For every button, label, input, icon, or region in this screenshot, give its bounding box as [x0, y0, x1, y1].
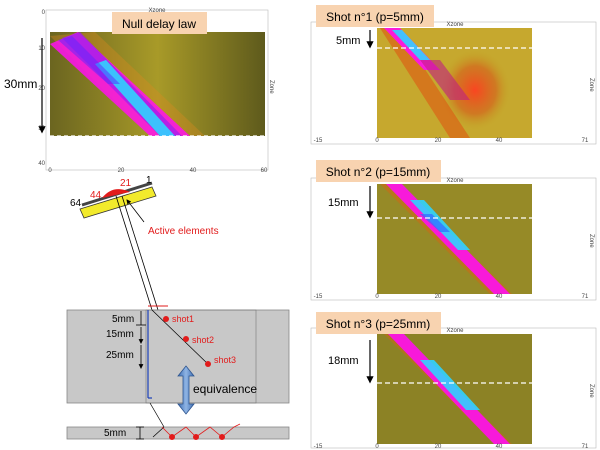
specimen-plate — [66, 309, 290, 404]
beam-line — [115, 195, 153, 311]
shot2-heatmap — [377, 184, 532, 294]
x-tick-label: 20 — [118, 168, 125, 174]
null-delay-zone-label: Zone — [268, 80, 274, 94]
depth-label-25mm: 25mm — [106, 350, 134, 361]
shot3-title-box — [316, 312, 441, 334]
shot1-x-ticks: -15 0 20 40 71 — [314, 138, 589, 144]
shot2-point — [183, 336, 189, 342]
shot3-title: Shot n°3 (p=25mm) — [326, 317, 431, 331]
shot3-depth-label: 18mm — [328, 355, 359, 367]
x-tick-label: 0 — [48, 168, 52, 174]
shot1-zone-label: Zone — [588, 78, 594, 92]
null-title-box — [112, 12, 207, 34]
shot2-title-box — [316, 160, 441, 182]
x-tick-label: -15 — [314, 138, 323, 144]
bounce-point — [219, 434, 225, 440]
null-delay-title: Null delay law — [122, 17, 196, 31]
x-tick-label: 40 — [496, 138, 503, 144]
shot3-point — [205, 361, 211, 367]
specimen-schematic: shot1 shot2 shot3 5mm 15mm 25mm equivale… — [66, 305, 290, 415]
element-end-label: 1 — [146, 175, 152, 186]
x-tick-label: 71 — [582, 138, 589, 144]
thin-plate-schematic: 5mm — [66, 402, 290, 440]
element-start-label: 64 — [70, 198, 82, 209]
shot2-label: shot2 — [192, 335, 214, 345]
x-tick-label: 40 — [496, 444, 503, 450]
y-tick-label: 0 — [42, 10, 46, 16]
equivalence-arrow — [177, 365, 195, 415]
shot2-zone-label: Zone — [588, 234, 594, 248]
x-tick-label: 0 — [375, 444, 379, 450]
active-callout-arrow — [126, 199, 145, 223]
shot1-depth-label: 5mm — [336, 35, 360, 47]
shot1-title: Shot n°1 (p=5mm) — [326, 10, 424, 24]
depth-label-15mm: 15mm — [106, 329, 134, 340]
active-elements-region — [102, 189, 130, 198]
shot1-title-box — [316, 5, 434, 27]
x-tick-label: -15 — [314, 294, 323, 300]
x-tick-label: 40 — [190, 168, 197, 174]
x-tick-label: 20 — [435, 444, 442, 450]
shot2-panel: Xzone Zone 15mm -15 0 20 40 71 Shot n°2 … — [310, 160, 597, 301]
null-depth-label: 30mm — [4, 77, 37, 91]
bottom-depth-label: 5mm — [104, 428, 126, 439]
shot1-point — [163, 316, 169, 322]
null-delay-x-ticks: 0 20 40 60 — [48, 168, 268, 174]
x-tick-label: 71 — [582, 294, 589, 300]
bounce-point — [193, 434, 199, 440]
x-tick-label: 20 — [435, 138, 442, 144]
beam-line — [121, 195, 159, 311]
shot1-label: shot1 — [172, 314, 194, 324]
shot1-xzone-label: Xzone — [446, 22, 464, 28]
shot3-x-ticks: -15 0 20 40 71 — [314, 444, 589, 450]
null-delay-heatmap — [50, 32, 265, 136]
depth-label-5mm: 5mm — [112, 314, 134, 325]
shot2-xzone-label: Xzone — [446, 178, 464, 184]
null-delay-xzone-label: Xzone — [148, 8, 166, 14]
shot1-panel: Xzone Zone 5mm -15 0 20 40 71 Shot n°1 (… — [310, 5, 597, 145]
null-delay-panel: Xzone Zone 0 20 40 60 0 10 20 30 40 30mm — [4, 8, 274, 174]
y-tick-label: 40 — [38, 161, 45, 167]
x-tick-label: -15 — [314, 444, 323, 450]
shot3-label: shot3 — [214, 355, 236, 365]
shot3-panel: Xzone Zone 18mm -15 0 20 40 71 Shot n°3 … — [310, 312, 597, 450]
x-tick-label: 20 — [435, 294, 442, 300]
shot3-zone-label: Zone — [588, 384, 594, 398]
shot2-depth-label: 15mm — [328, 197, 359, 209]
shot2-title: Shot n°2 (p=15mm) — [326, 165, 431, 179]
active-right-label: 21 — [120, 178, 132, 189]
x-tick-label: 71 — [582, 444, 589, 450]
x-tick-label: 40 — [496, 294, 503, 300]
bounce-point — [169, 434, 175, 440]
equivalence-label: equivalence — [193, 382, 257, 396]
x-tick-label: 0 — [375, 294, 379, 300]
shot3-xzone-label: Xzone — [446, 328, 464, 334]
x-tick-label: 0 — [375, 138, 379, 144]
refracted-beam — [151, 309, 211, 367]
active-left-label: 44 — [90, 190, 102, 201]
shot1-heatmap — [377, 28, 532, 138]
probe-diagram: 64 1 44 21 Active elements — [70, 175, 219, 311]
shot2-x-ticks: -15 0 20 40 71 — [314, 294, 589, 300]
active-elements-label: Active elements — [148, 226, 219, 237]
shot3-heatmap — [377, 334, 532, 444]
x-tick-label: 60 — [261, 168, 268, 174]
